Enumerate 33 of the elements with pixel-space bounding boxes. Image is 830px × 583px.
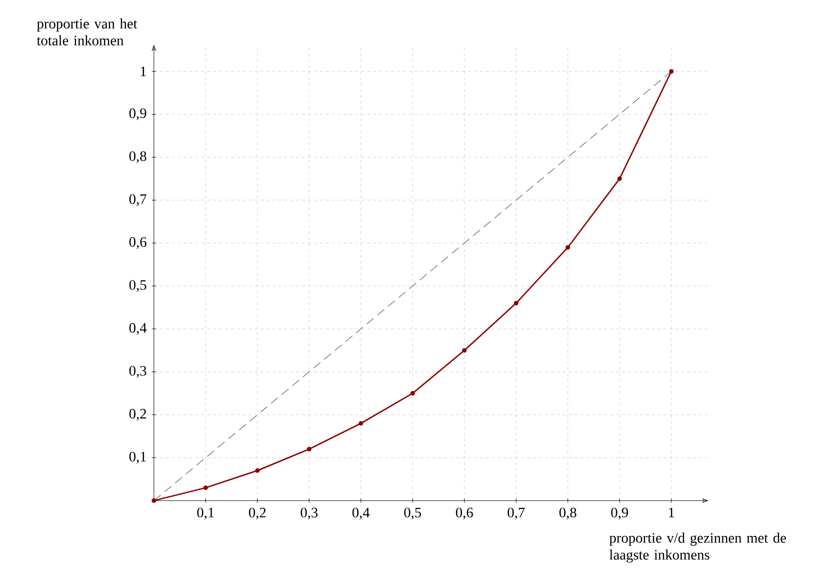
point [462,348,467,353]
y-tick-label: 0,5 [129,280,146,292]
y-tick-label: 0,7 [129,194,146,206]
point [152,498,156,503]
x-tick-label: 0,7 [508,508,525,520]
y-tick-label: 0,2 [129,408,146,421]
point [306,446,312,452]
point [358,421,364,426]
x-tick-label: 0,2 [248,508,266,520]
y-tick-label: 0,1 [129,452,146,464]
y-tick-label: 0,9 [129,108,146,120]
y-axis-title: proportie van het totale inkomen [36,18,138,46]
y-tick-label: 0,6 [129,237,146,249]
x-tick-label: 0,3 [300,508,318,520]
point [410,391,415,396]
point [203,486,208,490]
point [255,468,260,473]
point [617,176,622,181]
y-tick-label: 1 [140,66,146,76]
x-tick-label: 0,6 [456,508,473,520]
x-axis-title: proportie v/d gezinnen met de laagste inkomens [609,532,786,563]
x-tick-label: 1 [669,508,674,518]
point [566,245,570,250]
y-tick-label: 0,3 [129,366,146,378]
x-tick-label: 0,1 [197,508,214,520]
point [514,300,518,306]
x-tick-label: 0,9 [611,508,628,520]
point [669,69,674,74]
y-tick-label: 0,8 [129,151,146,164]
x-tick-label: 0,4 [352,508,370,520]
y-tick-label: 0,4 [129,323,147,335]
x-tick-label: 0,5 [404,508,422,520]
x-tick-label: 0,8 [559,508,576,520]
